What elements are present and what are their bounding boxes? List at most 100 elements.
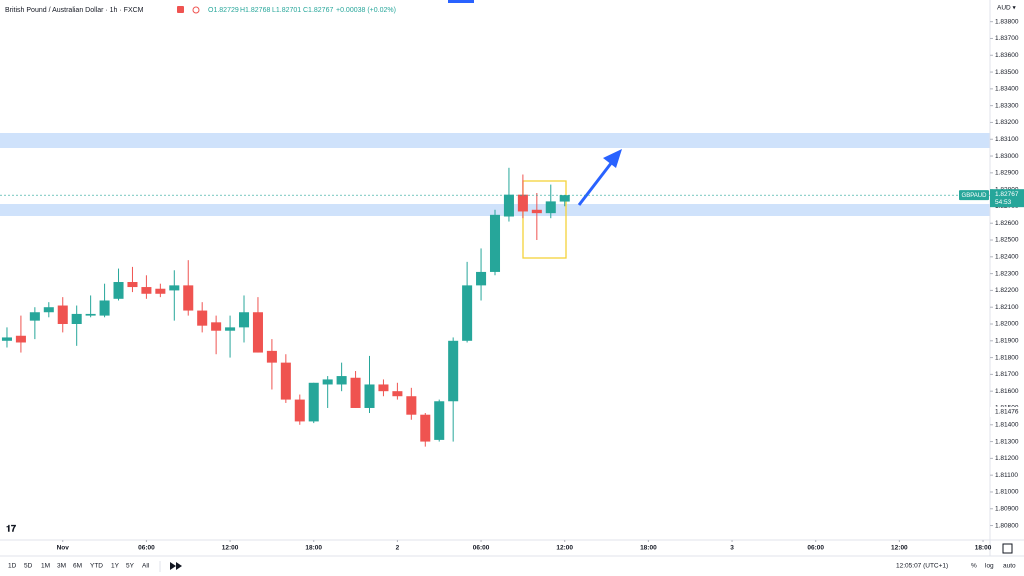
y-tick-label: 1.82500 bbox=[995, 237, 1019, 244]
y-tick-label: 1.82200 bbox=[995, 287, 1019, 294]
y-tick-label: 1.82000 bbox=[995, 321, 1019, 328]
x-tick-label: 2 bbox=[396, 545, 400, 552]
y-tick-label: 1.81800 bbox=[995, 354, 1019, 361]
candle-body bbox=[252, 312, 263, 353]
y-tick-label: 1.82100 bbox=[995, 304, 1019, 311]
close-value: C1.82767 bbox=[303, 7, 333, 14]
candle-body bbox=[350, 377, 361, 408]
price-label: 1.82767 bbox=[995, 191, 1019, 198]
x-tick-label: Nov bbox=[57, 545, 70, 552]
candle-body bbox=[559, 195, 570, 202]
candle-body bbox=[99, 300, 110, 316]
candle-body bbox=[266, 350, 277, 363]
candle-body bbox=[1, 337, 12, 341]
range-button[interactable]: 5D bbox=[24, 563, 33, 570]
currency-selector[interactable]: AUD ▾ bbox=[997, 5, 1017, 12]
candle-body bbox=[531, 209, 542, 214]
top-marker bbox=[448, 0, 474, 3]
y-tick-label: 1.83700 bbox=[995, 35, 1019, 42]
low-marker-label: 1.81476 bbox=[995, 409, 1019, 416]
candle-body bbox=[406, 396, 417, 415]
x-tick-label: 06:00 bbox=[807, 545, 824, 552]
y-tick-label: 1.80900 bbox=[995, 505, 1019, 512]
x-tick-label: 12:00 bbox=[891, 545, 908, 552]
range-button[interactable]: YTD bbox=[90, 563, 103, 570]
candle-body bbox=[155, 288, 166, 294]
x-tick-label: 3 bbox=[730, 545, 734, 552]
y-tick-label: 1.82400 bbox=[995, 254, 1019, 261]
y-tick-label: 1.83100 bbox=[995, 136, 1019, 143]
candle-body bbox=[225, 327, 236, 331]
x-tick-label: 06:00 bbox=[473, 545, 490, 552]
range-button[interactable]: 1Y bbox=[111, 563, 120, 570]
range-button[interactable]: All bbox=[142, 563, 150, 570]
candle-body bbox=[15, 335, 26, 343]
candle-body bbox=[183, 285, 194, 311]
scale-option[interactable]: auto bbox=[1003, 563, 1016, 570]
range-button[interactable]: 1D bbox=[8, 563, 17, 570]
y-tick-label: 1.83500 bbox=[995, 69, 1019, 76]
y-tick-label: 1.82300 bbox=[995, 270, 1019, 277]
candle-body bbox=[43, 307, 54, 313]
range-button[interactable]: 3M bbox=[57, 563, 66, 570]
symbol-title: British Pound / Australian Dollar · 1h ·… bbox=[5, 7, 144, 14]
y-tick-label: 1.82900 bbox=[995, 170, 1019, 177]
y-tick-label: 1.81700 bbox=[995, 371, 1019, 378]
settings-icon[interactable] bbox=[1002, 543, 1013, 554]
clock: 12:05:07 (UTC+1) bbox=[896, 563, 948, 570]
scale-option[interactable]: % bbox=[971, 563, 977, 570]
range-button[interactable]: 1M bbox=[41, 563, 50, 570]
candle-body bbox=[57, 305, 68, 324]
high-value: H1.82768 bbox=[240, 7, 270, 14]
range-button[interactable]: 5Y bbox=[126, 563, 135, 570]
y-tick-label: 1.82600 bbox=[995, 220, 1019, 227]
candle-body bbox=[489, 214, 501, 272]
symbol-label: GBPAUD bbox=[962, 193, 988, 199]
y-tick-label: 1.83600 bbox=[995, 52, 1019, 59]
x-tick-label: 06:00 bbox=[138, 545, 155, 552]
price-tag bbox=[990, 189, 1024, 208]
candle-body bbox=[169, 285, 180, 291]
y-tick-label: 1.81900 bbox=[995, 338, 1019, 345]
candle-body bbox=[85, 313, 96, 316]
candle-body bbox=[280, 362, 291, 400]
status-icon[interactable] bbox=[192, 6, 200, 14]
y-tick-label: 1.80800 bbox=[995, 522, 1019, 529]
compare-icon[interactable] bbox=[170, 562, 182, 570]
x-tick-label: 18:00 bbox=[305, 545, 322, 552]
candle-body bbox=[322, 379, 333, 385]
candle-body bbox=[238, 312, 250, 328]
candle-body bbox=[364, 384, 375, 408]
candle-body bbox=[29, 312, 40, 321]
y-tick-label: 1.83300 bbox=[995, 102, 1019, 109]
low-value: L1.82701 bbox=[272, 7, 301, 14]
candle-body bbox=[211, 322, 222, 331]
candle-body bbox=[141, 287, 152, 294]
candle-body bbox=[448, 340, 459, 402]
candle-body bbox=[127, 282, 138, 288]
scale-option[interactable]: log bbox=[985, 563, 994, 570]
y-tick-label: 1.83400 bbox=[995, 86, 1019, 93]
y-tick-label: 1.83200 bbox=[995, 119, 1019, 126]
y-tick-label: 1.81300 bbox=[995, 438, 1019, 445]
candle-body bbox=[71, 313, 82, 324]
range-button[interactable]: 6M bbox=[73, 563, 82, 570]
y-tick-label: 1.81600 bbox=[995, 388, 1019, 395]
candle-body bbox=[462, 285, 473, 341]
candle-body bbox=[420, 414, 431, 442]
x-tick-label: 18:00 bbox=[975, 545, 992, 552]
arrow bbox=[577, 149, 622, 206]
y-tick-label: 1.81000 bbox=[995, 489, 1019, 496]
low-marker-tag bbox=[990, 407, 1024, 418]
candle-body bbox=[434, 401, 445, 440]
candle-body bbox=[517, 194, 528, 212]
x-tick-label: 12:00 bbox=[222, 545, 239, 552]
candle-body bbox=[336, 376, 347, 385]
market-icon[interactable] bbox=[177, 6, 184, 13]
candle-body bbox=[392, 391, 403, 397]
y-tick-label: 1.81400 bbox=[995, 421, 1019, 428]
open-value: O1.82729 bbox=[208, 7, 239, 14]
logo: 𝟏𝟕 bbox=[6, 523, 16, 533]
